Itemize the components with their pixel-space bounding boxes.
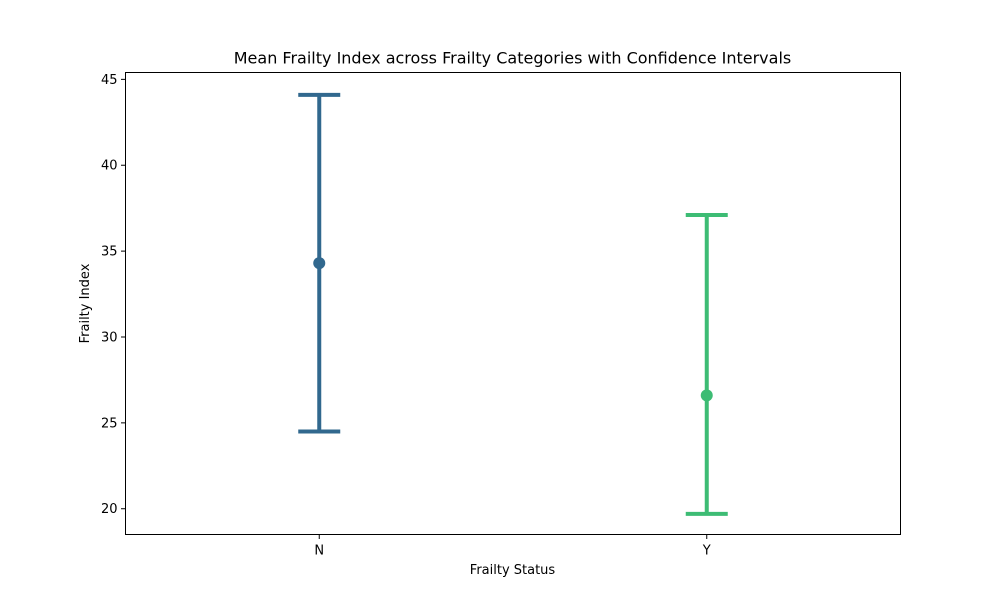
y-tick-label: 20 (101, 502, 118, 517)
x-tick-label: Y (702, 544, 711, 559)
x-axis-label: Frailty Status (470, 563, 556, 578)
y-tick-label: 30 (101, 330, 118, 345)
mean-point (700, 389, 713, 402)
y-tick-label: 25 (101, 416, 118, 431)
y-axis-label: Frailty Index (78, 263, 93, 343)
x-tick-label: N (314, 544, 324, 559)
y-tick-label: 45 (101, 73, 118, 88)
chart-title: Mean Frailty Index across Frailty Catego… (234, 49, 791, 68)
y-axis: 20 25 30 35 40 45 (101, 73, 126, 517)
mean-point (313, 257, 326, 270)
plot-area-frame (125, 72, 901, 535)
y-tick-label: 40 (101, 159, 118, 174)
y-tick-label: 35 (101, 245, 118, 260)
error-bar-series (298, 92, 728, 516)
